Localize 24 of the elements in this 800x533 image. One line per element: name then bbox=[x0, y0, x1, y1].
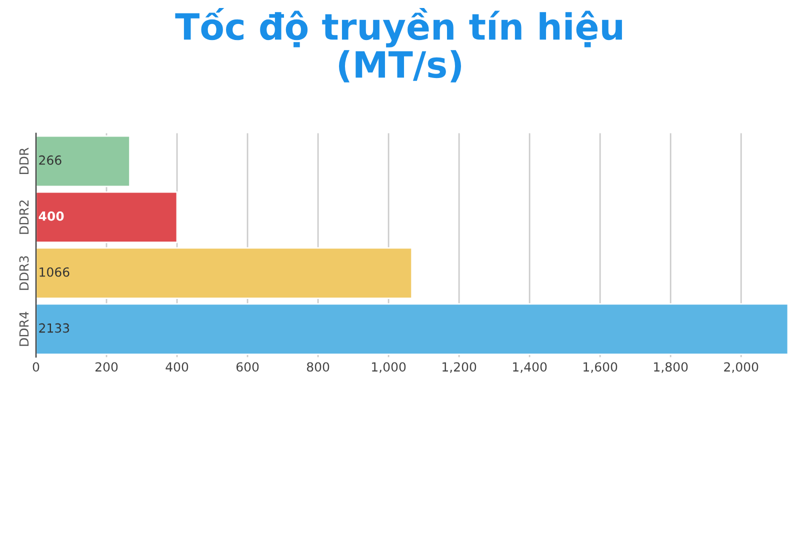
x-tick-label: 1,800 bbox=[654, 362, 688, 373]
bar bbox=[36, 135, 130, 188]
y-tick-label: DDR3 bbox=[19, 256, 29, 290]
x-tick-label: 1,200 bbox=[442, 362, 476, 373]
data-label: 266 bbox=[39, 155, 62, 165]
x-tick-label: 1,000 bbox=[372, 362, 406, 373]
x-tick-label: 400 bbox=[166, 362, 188, 372]
y-tick-label: DDR4 bbox=[19, 312, 29, 346]
bar bbox=[36, 303, 788, 356]
x-tick-label: 200 bbox=[95, 362, 118, 372]
x-tick-label: 600 bbox=[236, 362, 259, 372]
bar bbox=[36, 191, 178, 244]
data-label: 2133 bbox=[39, 323, 70, 333]
bar bbox=[36, 247, 413, 300]
data-label: 1066 bbox=[40, 267, 70, 277]
x-tick-label: 0 bbox=[32, 362, 40, 372]
x-tick-label: 1,400 bbox=[513, 362, 547, 373]
data-label: 400 bbox=[38, 211, 64, 221]
y-tick-label: DDR2 bbox=[19, 200, 29, 234]
y-tick-label: DDR bbox=[19, 148, 29, 174]
x-tick-label: 1,600 bbox=[584, 362, 618, 373]
x-tick-label: 2,000 bbox=[724, 362, 758, 373]
x-tick-label: 800 bbox=[306, 362, 330, 372]
chart-title: Tốc độ truyền tín hiệu (MT/s) bbox=[175, 8, 622, 82]
